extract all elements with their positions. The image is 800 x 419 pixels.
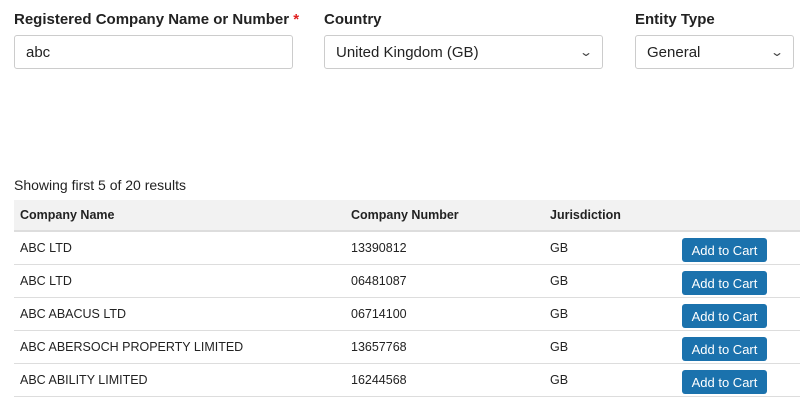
add-to-cart-button[interactable]: Add to Cart [682,238,767,262]
select-value: General [647,43,701,61]
jurisdiction: GB [544,330,676,364]
jurisdiction: GB [544,297,676,331]
table-row: ABC LTD 06481087 GB Add to Cart [14,264,800,298]
input-value: abc [26,43,51,61]
table-row: ABC ABACUS LTD 06714100 GB Add to Cart [14,297,800,331]
col-jurisdiction: Jurisdiction [544,200,676,232]
jurisdiction: GB [544,264,676,298]
company-number: 06481087 [345,264,544,298]
table-row: ABC ABERSOCH PROPERTY LIMITED 13657768 GB A… [14,330,800,364]
country-label: Country [324,11,382,28]
table-row: ABC LTD 13390812 GB Add to Cart [14,231,800,265]
company-name: ABC LTD [14,264,345,298]
results-table: Company Name Company Number Jurisdiction… [14,200,800,397]
company-name-input[interactable]: abc [14,35,293,69]
chevron-down-icon: ⌄ [578,45,594,59]
entity-type-select[interactable]: General ⌄ [635,35,794,69]
entity-type-label: Entity Type [635,11,715,28]
table-row: ABC ABILITY LIMITED 16244568 GB Add to Cart [14,363,800,397]
company-name-label: Registered Company Name or Number * [14,11,300,28]
jurisdiction: GB [544,363,676,397]
add-to-cart-button[interactable]: Add to Cart [682,337,767,361]
company-name: ABC ABACUS LTD [14,297,345,331]
company-number: 13657768 [345,330,544,364]
jurisdiction: GB [544,231,676,265]
company-number: 06714100 [345,297,544,331]
chevron-down-icon: ⌄ [769,45,785,59]
company-name: ABC ABILITY LIMITED [14,363,345,397]
company-name: ABC LTD [14,231,345,265]
required-mark: * [293,11,300,28]
col-action [676,200,800,232]
country-select[interactable]: United Kingdom (GB) ⌄ [324,35,603,69]
col-company-name: Company Name [14,200,345,232]
company-number: 16244568 [345,363,544,397]
company-number: 13390812 [345,231,544,265]
select-value: United Kingdom (GB) [336,43,479,61]
add-to-cart-button[interactable]: Add to Cart [682,271,767,295]
table-header: Company Name Company Number Jurisdiction [14,200,800,232]
col-company-number: Company Number [345,200,544,232]
company-name: ABC ABERSOCH PROPERTY LIMITED [14,330,345,364]
add-to-cart-button[interactable]: Add to Cart [682,370,767,394]
results-status: Showing first 5 of 20 results [14,177,186,193]
add-to-cart-button[interactable]: Add to Cart [682,304,767,328]
